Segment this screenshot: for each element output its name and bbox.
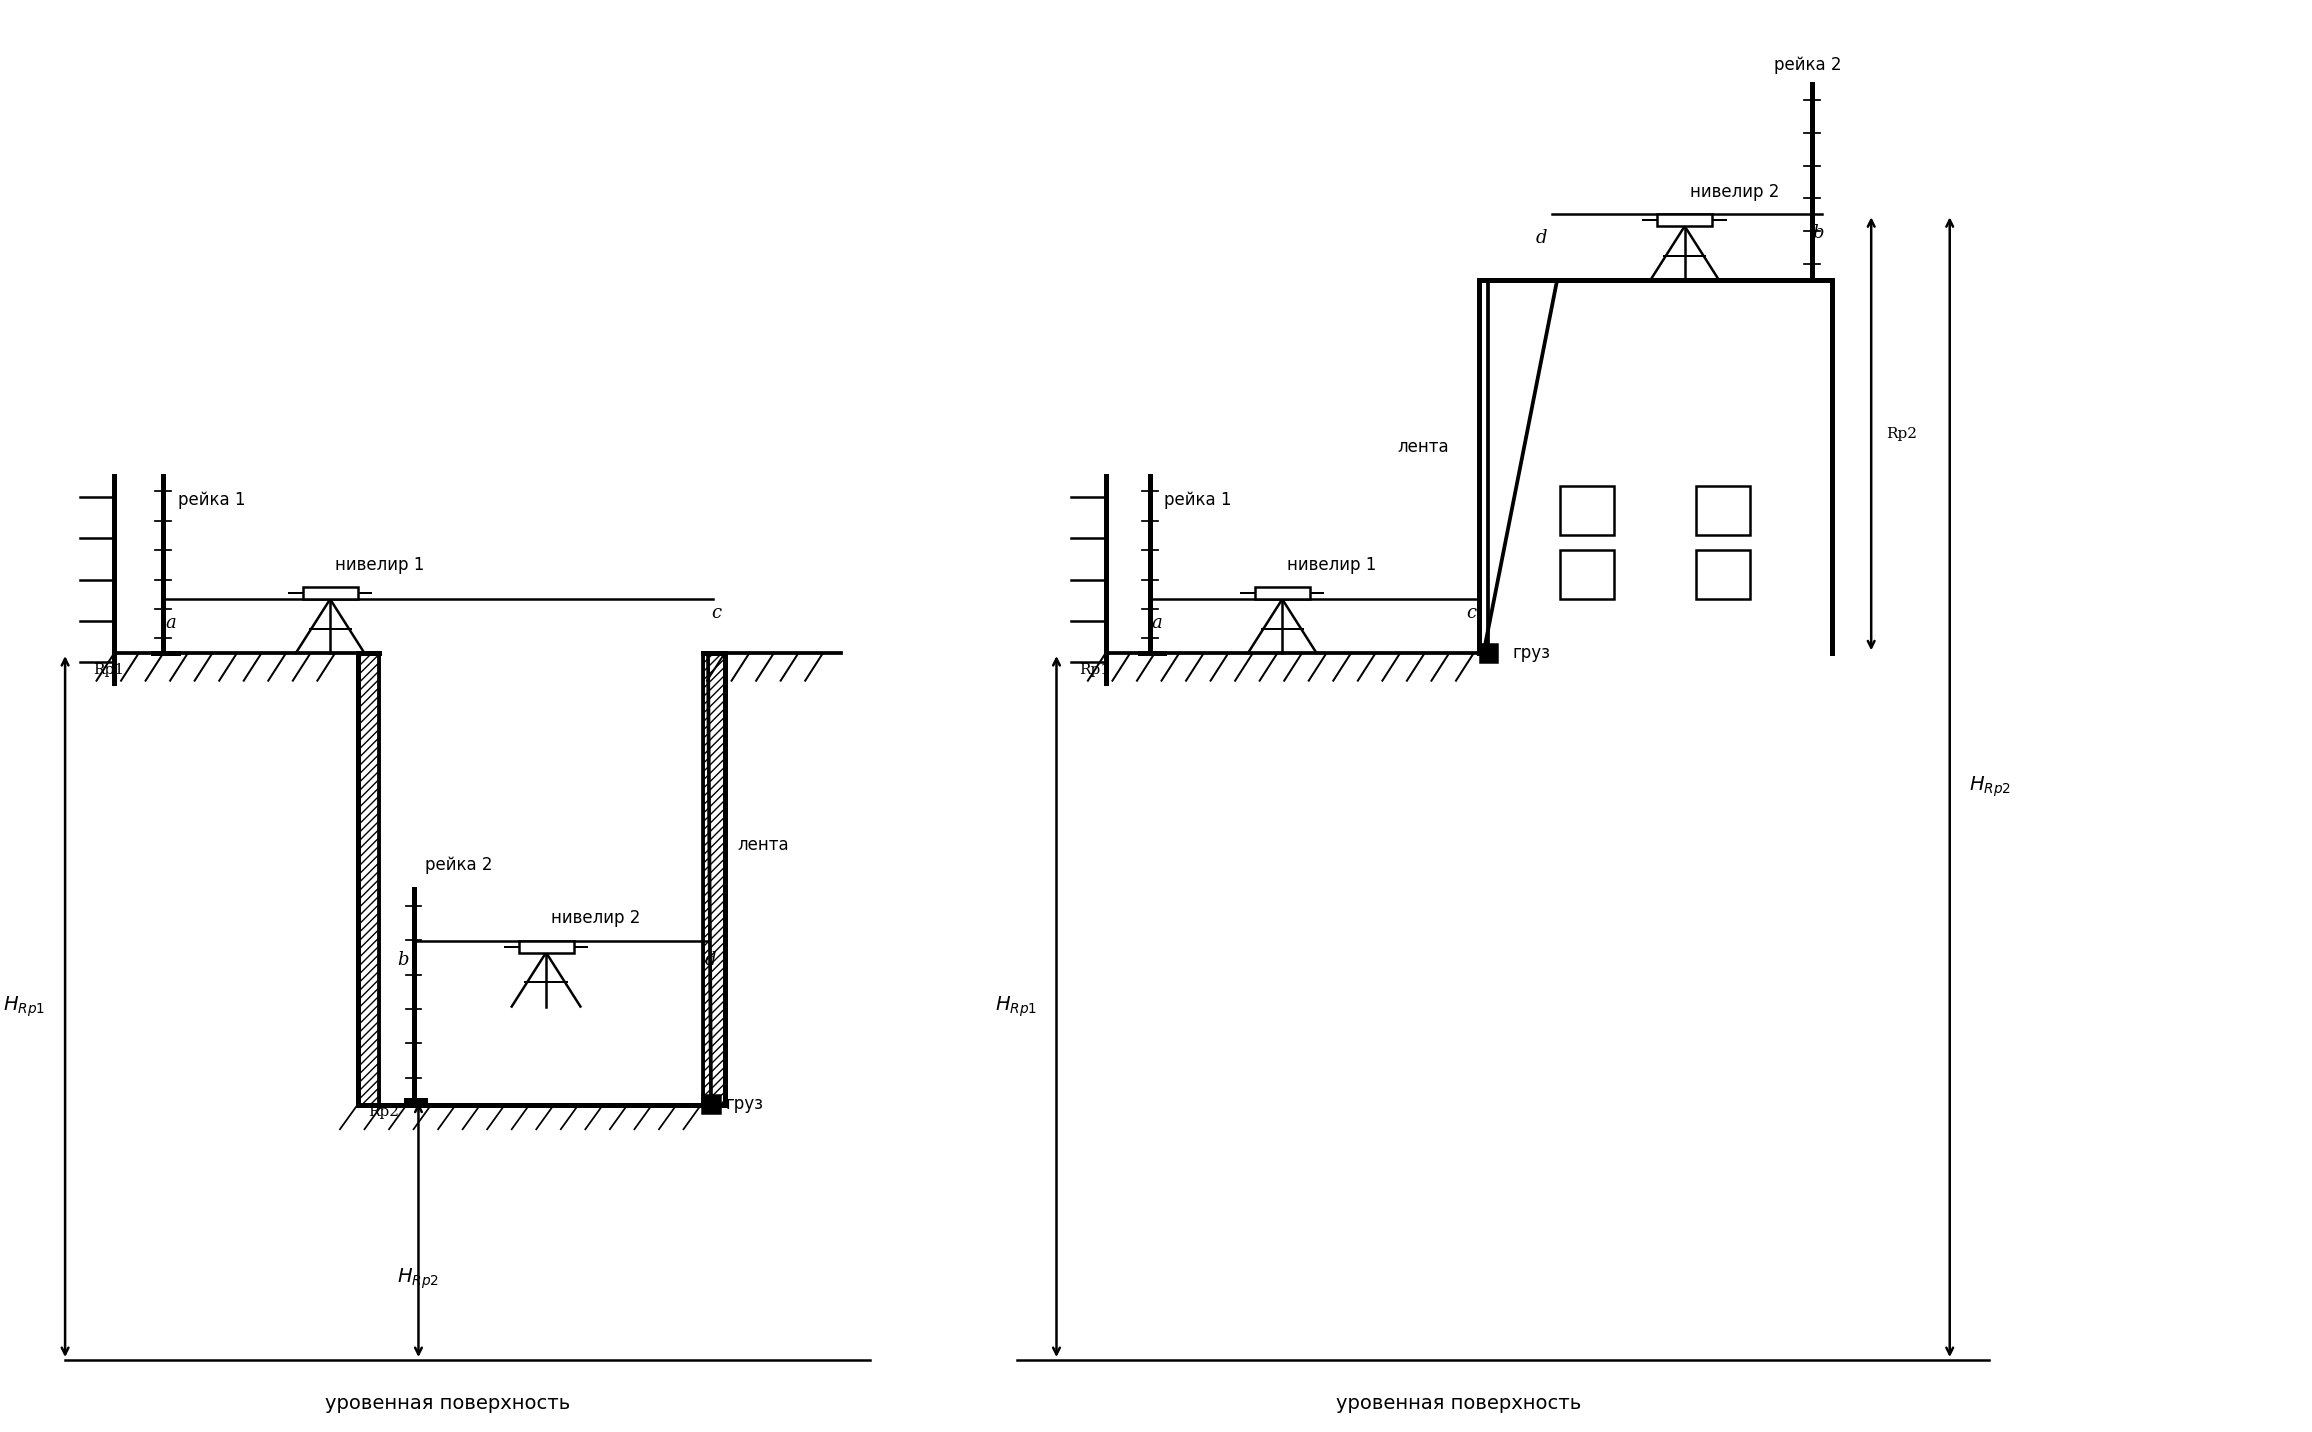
Text: a: a	[1151, 614, 1163, 632]
Text: $H_{Rp2}$: $H_{Rp2}$	[1970, 775, 2011, 799]
Bar	[1697, 487, 1750, 536]
Text: a: a	[164, 614, 176, 632]
Bar	[358, 653, 379, 1104]
Text: уровенная поверхность: уровенная поверхность	[326, 1395, 571, 1413]
Text: $H_{Rp1}$: $H_{Rp1}$	[2, 994, 46, 1018]
Text: рейка 1: рейка 1	[1165, 491, 1232, 510]
Text: нивелир 2: нивелир 2	[550, 909, 640, 927]
Text: рейка 2: рейка 2	[1773, 56, 1840, 74]
Text: груз: груз	[1512, 644, 1551, 662]
Text: Rp2: Rp2	[1887, 427, 1917, 441]
Text: Rp1: Rp1	[92, 663, 125, 677]
Bar	[1561, 550, 1614, 599]
Text: b: b	[1813, 225, 1824, 242]
Bar	[1561, 487, 1614, 536]
Bar	[1697, 550, 1750, 599]
Text: рейка 1: рейка 1	[178, 491, 245, 510]
Text: b: b	[398, 951, 409, 968]
Bar	[518, 941, 573, 952]
Text: $H_{Rp2}$: $H_{Rp2}$	[398, 1267, 439, 1292]
Text: $H_{Rp1}$: $H_{Rp1}$	[994, 994, 1036, 1018]
Bar	[1255, 587, 1309, 599]
Bar	[703, 653, 724, 1104]
Text: лента: лента	[738, 836, 788, 853]
Text: нивелир 2: нивелир 2	[1690, 183, 1778, 200]
Text: c: c	[712, 604, 721, 621]
Text: Rp2: Rp2	[368, 1104, 400, 1118]
Bar	[1658, 215, 1713, 226]
Text: d: d	[705, 951, 717, 968]
Text: c: c	[1466, 604, 1477, 621]
Text: уровенная поверхность: уровенная поверхность	[1336, 1395, 1581, 1413]
Text: рейка 2: рейка 2	[425, 856, 492, 874]
Text: нивелир 1: нивелир 1	[335, 556, 425, 574]
Bar	[1480, 644, 1498, 662]
Bar	[703, 1095, 719, 1113]
Bar	[303, 587, 358, 599]
Text: груз: груз	[726, 1094, 763, 1113]
Text: Rp1: Rp1	[1080, 663, 1110, 677]
Text: лента: лента	[1396, 438, 1450, 455]
Text: d: d	[1535, 229, 1547, 248]
Text: нивелир 1: нивелир 1	[1288, 556, 1376, 574]
